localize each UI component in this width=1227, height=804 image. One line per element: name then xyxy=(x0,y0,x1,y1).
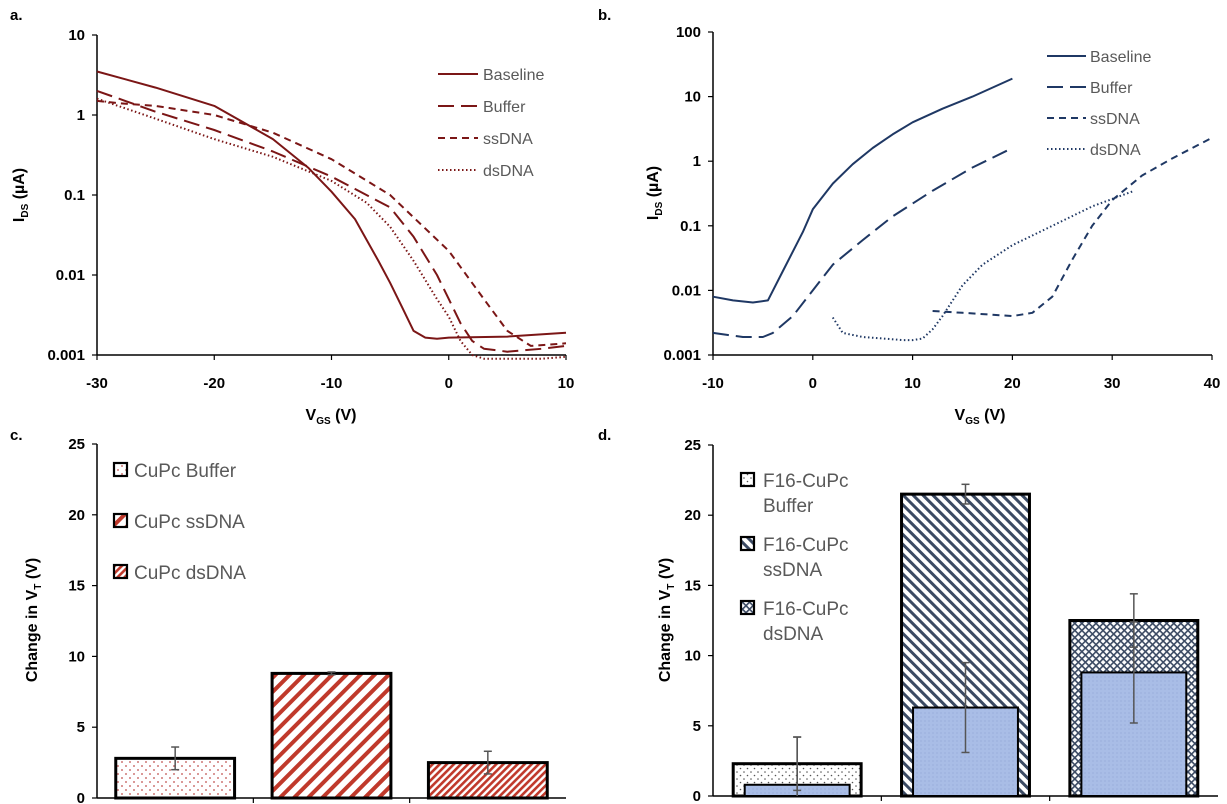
legend-label: Baseline xyxy=(1090,49,1151,66)
legend-label: ssDNA xyxy=(483,131,533,148)
x-tick-label: 20 xyxy=(1004,375,1021,392)
x-tick-label: -10 xyxy=(321,375,343,392)
legend-swatch xyxy=(112,512,129,529)
x-tick-label: 0 xyxy=(809,375,817,392)
y-tick-label: 25 xyxy=(68,436,85,453)
series-line-baseline xyxy=(712,77,1013,304)
y-tick-label: 15 xyxy=(684,577,701,594)
x-tick-label: 0 xyxy=(445,375,453,392)
legend-label: CuPc ssDNA xyxy=(134,512,245,533)
series-line-ssdna xyxy=(932,136,1213,318)
legend-label: ssDNA xyxy=(1090,111,1140,128)
y-tick-label: 25 xyxy=(684,437,701,454)
legend-label: Buffer xyxy=(1090,80,1133,97)
legend-swatch xyxy=(112,563,129,580)
series-line-baseline xyxy=(96,70,567,340)
x-axis-title: VGS (V) xyxy=(306,407,357,427)
y-tick-label: 1 xyxy=(693,153,701,170)
y-tick-label: 10 xyxy=(68,648,85,665)
y-tick-label: 0.01 xyxy=(672,282,701,299)
y-tick-label: 10 xyxy=(68,27,85,44)
x-axis-title: VGS (V) xyxy=(955,407,1006,427)
y-tick-label: 1 xyxy=(77,107,85,124)
legend-label: F16-CuPc xyxy=(763,599,849,620)
panel-label: a. xyxy=(10,7,23,24)
y-tick-label: 20 xyxy=(68,507,85,524)
series-line-buffer xyxy=(712,147,1013,338)
legend-label: dsDNA xyxy=(763,624,824,645)
y-tick-label: 0.001 xyxy=(47,347,85,364)
legend-label: F16-CuPc xyxy=(763,535,849,556)
x-tick-label: 10 xyxy=(904,375,921,392)
chart-panel-3: d. 0 5 10 15 20 25 Change in VT (V) F16-CuPc Buff… xyxy=(598,427,1218,804)
legend-label: F16-CuPc xyxy=(763,471,849,492)
y-axis-title: Change in VT (V) xyxy=(657,558,677,682)
y-tick-label: 20 xyxy=(684,507,701,524)
y-tick-label: 5 xyxy=(693,718,701,735)
x-tick-label: -30 xyxy=(86,375,108,392)
legend-swatch xyxy=(739,471,756,488)
legend-label: dsDNA xyxy=(483,163,534,180)
legend-swatch xyxy=(739,599,756,616)
x-tick-label: 40 xyxy=(1204,375,1221,392)
series-line-buffer xyxy=(96,89,567,353)
y-axis-title: IDS (µA) xyxy=(645,166,665,220)
series-line-ssdna xyxy=(96,99,567,347)
x-tick-label: -10 xyxy=(702,375,724,392)
x-tick-label: 30 xyxy=(1104,375,1121,392)
bar-cupc-ssdna xyxy=(270,671,393,800)
legend-swatch xyxy=(112,461,129,478)
y-tick-label: 0.1 xyxy=(64,187,85,204)
panel-label: b. xyxy=(598,7,611,24)
y-tick-label: 0.01 xyxy=(56,267,85,284)
legend-label: Baseline xyxy=(483,67,544,84)
y-axis-title: Change in VT (V) xyxy=(24,558,44,682)
chart-panel-1: b. 0.001 0.01 0.1 1 10 100 -10 0 10 20 30 40 VGS (V) I… xyxy=(598,7,1220,427)
x-tick-label: 10 xyxy=(558,375,575,392)
y-tick-label: 0 xyxy=(693,788,701,804)
y-tick-label: 0.1 xyxy=(680,218,701,235)
legend-label: dsDNA xyxy=(1090,142,1141,159)
legend-label: CuPc dsDNA xyxy=(134,563,246,584)
y-tick-label: 0.001 xyxy=(663,347,701,364)
y-tick-label: 0 xyxy=(77,790,85,804)
y-tick-label: 15 xyxy=(68,578,85,595)
legend-label: CuPc Buffer xyxy=(134,461,237,482)
panel-label: d. xyxy=(598,427,611,444)
y-tick-label: 10 xyxy=(684,89,701,106)
legend-swatch xyxy=(739,535,756,552)
y-tick-label: 10 xyxy=(684,648,701,665)
series-line-dsdna xyxy=(96,97,567,360)
legend-label: Buffer xyxy=(763,496,814,517)
legend-label: ssDNA xyxy=(763,560,822,581)
x-tick-label: -20 xyxy=(203,375,225,392)
legend-label: Buffer xyxy=(483,99,526,116)
chart-panel-2: c. 0 5 10 15 20 25 Change in VT (V) CuPc Buffer C… xyxy=(10,427,566,804)
series-line-dsdna xyxy=(831,190,1133,342)
panel-label: c. xyxy=(10,427,23,444)
y-tick-label: 100 xyxy=(676,24,701,41)
chart-panel-0: a. 0.001 0.01 0.1 1 10 -30 -20 -10 0 10 VGS (V) IDS … xyxy=(10,7,574,427)
y-axis-title: IDS (µA) xyxy=(11,168,31,222)
y-tick-label: 5 xyxy=(77,719,85,736)
